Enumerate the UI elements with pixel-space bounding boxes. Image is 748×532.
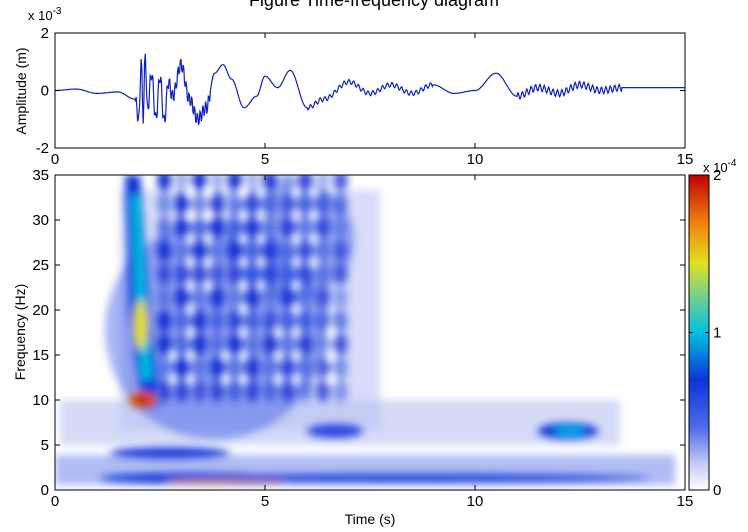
spectrogram-ytick-label: 20 bbox=[32, 302, 49, 319]
spectrogram-ytick-label: 5 bbox=[41, 437, 49, 454]
spectrogram-ytick-label: 10 bbox=[32, 392, 49, 409]
colorbar-tick-label: 0 bbox=[713, 482, 721, 499]
waveform-xtick-label: 0 bbox=[51, 151, 59, 168]
spectrogram-xtick-label: 0 bbox=[51, 493, 59, 510]
colorbar-exponent: x 10-4 bbox=[703, 158, 737, 175]
spectrogram-ylabel: Frequency (Hz) bbox=[12, 284, 28, 380]
waveform-xtick-label: 5 bbox=[261, 151, 269, 168]
spectrogram-ytick-label: 30 bbox=[32, 212, 49, 229]
spectrogram-ytick-label: 0 bbox=[41, 482, 49, 499]
spectrogram-ytick-label: 35 bbox=[32, 167, 49, 184]
waveform-panel: 0 5 10 15 -202 Amplitude (m) x 10-3 bbox=[13, 6, 693, 168]
spectrogram-strong-features bbox=[100, 175, 650, 484]
waveform-ytick-label: -2 bbox=[36, 140, 49, 157]
colorbar-tick-label: 1 bbox=[713, 325, 721, 342]
spectrogram-ytick-label: 25 bbox=[32, 257, 49, 274]
figure-title-fragment: Figure Time-frequency diagram bbox=[0, 0, 748, 14]
spectrogram-ytick-label: 15 bbox=[32, 347, 49, 364]
waveform-line bbox=[55, 53, 685, 126]
spectrogram-gaps bbox=[168, 186, 336, 386]
waveform-ytick-label: 0 bbox=[41, 83, 49, 100]
waveform-ylabel: Amplitude (m) bbox=[13, 47, 29, 134]
spectrogram-image bbox=[55, 175, 675, 485]
spectrogram-xtick-label: 15 bbox=[677, 493, 694, 510]
spectrogram-xtick-label: 10 bbox=[467, 493, 484, 510]
spectrogram-panel: 0 5 10 15 0 5 10 15 20 25 30 35 Time (s) Frequency… bbox=[12, 167, 693, 527]
waveform-exponent: x 10-3 bbox=[28, 6, 62, 23]
waveform-xtick-label: 10 bbox=[467, 151, 484, 168]
waveform-axes-box bbox=[54, 32, 686, 149]
spectrogram-xtick-label: 5 bbox=[261, 493, 269, 510]
figure-title-text: Figure Time-frequency diagram bbox=[248, 0, 500, 10]
colorbar: 0 1 2 x 10-4 bbox=[688, 158, 737, 499]
colorbar-tick-label: 2 bbox=[713, 167, 721, 184]
spectrogram-xlabel: Time (s) bbox=[345, 511, 396, 527]
spectrogram-axes-box bbox=[54, 174, 686, 491]
waveform-ytick-label: 2 bbox=[41, 25, 49, 42]
waveform-xtick-label: 15 bbox=[677, 151, 694, 168]
spectrogram-lobes bbox=[157, 175, 348, 402]
